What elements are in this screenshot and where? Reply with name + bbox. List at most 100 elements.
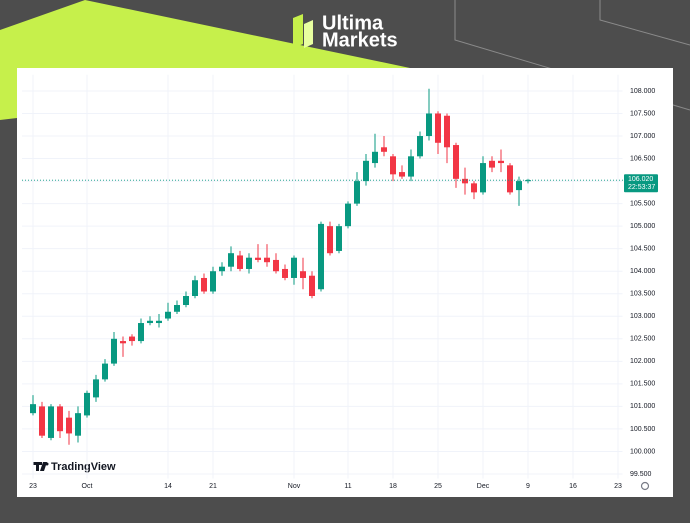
y-tick-label: 101.000 [630, 403, 655, 410]
candle-body [291, 257, 297, 278]
watermark-icon [40, 462, 47, 471]
last-price-label: 106.020 [628, 176, 653, 183]
candle-body [246, 257, 252, 269]
x-tick-label: 25 [434, 483, 442, 490]
candle-body [381, 147, 387, 152]
y-tick-label: 105.000 [630, 223, 655, 230]
candle-body [471, 183, 477, 193]
candle-body [309, 275, 315, 296]
logo-text: Markets [322, 29, 398, 51]
candle-body [183, 295, 189, 306]
candle-body [336, 226, 342, 251]
x-tick-label: 16 [569, 483, 577, 490]
candle-body [228, 253, 234, 267]
y-tick-label: 99.500 [630, 471, 652, 478]
candle-body [192, 280, 198, 296]
y-tick-label: 107.000 [630, 133, 655, 140]
y-tick-label: 103.500 [630, 291, 655, 298]
x-tick-label: 9 [526, 483, 530, 490]
y-tick-label: 100.500 [630, 426, 655, 433]
candle-body [489, 160, 495, 168]
chart-panel [17, 68, 673, 497]
candle-body [453, 145, 459, 179]
candle-body [318, 223, 324, 290]
watermark: TradingView [33, 461, 116, 473]
plot: 99.500 100.000 100.500 101.000 101.500 102.00… [22, 74, 658, 490]
candle-body [390, 156, 396, 175]
candle-body [255, 257, 261, 260]
x-tick-label: 23 [614, 483, 622, 490]
accent-shape [0, 0, 410, 120]
x-tick-label: Nov [288, 483, 301, 490]
candle-body [75, 413, 81, 436]
logo: Ultima Markets [293, 12, 398, 51]
decor-line [599, 0, 690, 46]
candle-body [417, 136, 423, 157]
candle-body [48, 406, 54, 438]
candle-body [147, 320, 153, 324]
x-tick-label: 23 [29, 483, 37, 490]
y-tick-label: 100.000 [630, 448, 655, 455]
y-tick-label: 103.000 [630, 313, 655, 320]
logo-icon [293, 14, 303, 48]
candle-body [273, 259, 279, 272]
candle-body [156, 320, 162, 324]
x-tick-label: 11 [344, 483, 351, 490]
candle-body [354, 181, 360, 204]
candle-body [372, 151, 378, 164]
y-tick-label: 107.500 [630, 110, 655, 117]
y-tick-label: 104.500 [630, 246, 655, 253]
candle-body [327, 226, 333, 254]
watermark-icon [45, 462, 49, 466]
candle-body [102, 363, 108, 380]
candle-body [498, 160, 504, 164]
candle-body [435, 113, 441, 143]
candle-body [426, 113, 432, 137]
logo-text: Ultima [322, 12, 384, 34]
candle-body [39, 406, 45, 436]
candle-body [525, 180, 531, 182]
x-tick-label: 18 [389, 483, 397, 490]
candle-body [165, 311, 171, 319]
last-price-box [624, 174, 658, 193]
candle-body [201, 277, 207, 292]
candle-body [129, 336, 135, 342]
y-tick-label: 108.000 [630, 88, 655, 95]
candle-body [282, 268, 288, 278]
candle-body [30, 404, 36, 414]
candle-body [66, 417, 72, 434]
y-tick-label: 101.500 [630, 381, 655, 388]
candle-body [174, 305, 180, 312]
settings-gear[interactable] [640, 481, 650, 491]
candle-body [138, 323, 144, 342]
y-tick-label: 104.000 [630, 268, 655, 275]
candle-body [111, 338, 117, 364]
candle-body [408, 156, 414, 177]
y-tick-label: 106.500 [630, 155, 655, 162]
settings-icon[interactable] [640, 481, 650, 491]
watermark-icon [36, 462, 39, 471]
candle-body [507, 165, 513, 193]
x-tick-label: 21 [209, 483, 217, 490]
candle-body [120, 341, 126, 344]
candle-body [462, 178, 468, 184]
watermark-text: TradingView [51, 461, 116, 473]
candle-body [210, 271, 216, 292]
candle-body [444, 115, 450, 148]
countdown-label: 22:53:37 [628, 184, 655, 191]
y-tick-label: 105.500 [630, 200, 655, 207]
x-tick-label: Oct [82, 483, 93, 490]
candle-body [84, 392, 90, 416]
candle-body [237, 255, 243, 269]
candle-body [93, 379, 99, 398]
candle-body [57, 406, 63, 432]
candle-body [345, 203, 351, 227]
x-tick-label: Dec [477, 483, 490, 490]
candle-body [480, 163, 486, 193]
candle-body [399, 172, 405, 177]
logo-icon [304, 20, 313, 48]
x-tick-label: 14 [164, 483, 172, 490]
candle-body [516, 181, 522, 191]
